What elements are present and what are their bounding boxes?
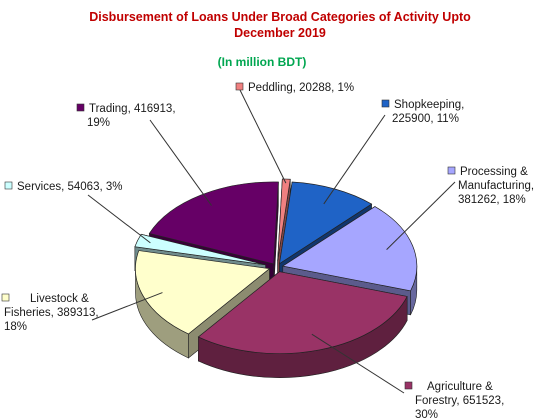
slice-label-line: Forestry, 651523, — [415, 395, 504, 407]
label-key-peddling — [235, 82, 244, 91]
leader-line-shopkeeping — [323, 114, 386, 205]
leader-line-agriculture-and-forestry — [311, 333, 405, 394]
slice-label-line: Livestock & — [30, 293, 89, 305]
slice-label-line: 381262, 18% — [458, 194, 526, 206]
slice-label-line: 225900, 11% — [392, 113, 459, 125]
slice-labels: Peddling, 20288, 1% Shopkeeping, 225900, 1… — [1, 82, 534, 420]
slice-trading — [148, 181, 279, 265]
label-key-agriculture-and-forestry — [404, 381, 413, 390]
slice-label-processing-and-manufacturing: Processing & Manufacturing, 381262, 18% — [458, 166, 534, 206]
slice-label-line: Fisheries, 389313, — [4, 307, 99, 319]
slice-livestock-and-fisheries — [135, 250, 271, 335]
slice-label-trading: Trading, 416913, 19% — [87, 103, 176, 129]
slice-label-line: Agriculture & — [427, 381, 493, 393]
slice-label-line: 30% — [415, 409, 438, 420]
slice-label-line: Shopkeeping, — [394, 99, 464, 111]
pie-top-layer — [134, 178, 418, 355]
slice-label-line: 19% — [87, 117, 110, 129]
slice-label-line: Processing & — [460, 166, 528, 178]
slice-label-peddling: Peddling, 20288, 1% — [248, 82, 354, 94]
label-key-services — [4, 181, 13, 190]
label-key-processing-and-manufacturing — [447, 166, 456, 175]
slice-agriculture-and-forestry — [197, 271, 408, 355]
leader-lines — [87, 89, 456, 394]
chart-title-line-1: Disbursement of Loans Under Broad Catego… — [89, 10, 471, 24]
chart-title-line-2: December 2019 — [234, 26, 326, 40]
chart-subtitle: (In million BDT) — [218, 55, 307, 69]
slice-label-line: 18% — [4, 321, 27, 333]
slice-processing-and-manufacturing — [281, 206, 418, 292]
slice-label-services: Services, 54063, 3% — [17, 181, 122, 193]
leader-line-trading — [149, 119, 212, 206]
slice-label-livestock-and-fisheries: Livestock & Fisheries, 389313, 18% — [4, 293, 99, 333]
label-key-livestock-and-fisheries — [1, 293, 10, 302]
leader-line-processing-and-manufacturing — [386, 181, 456, 251]
slice-label-agriculture-and-forestry: Agriculture & Forestry, 651523, 30% — [415, 381, 504, 420]
slice-shopkeeping — [279, 181, 373, 265]
slice-label-line: Manufacturing, — [458, 180, 534, 192]
label-key-trading — [76, 103, 85, 112]
slice-peddling — [277, 178, 291, 261]
leader-line-services — [87, 194, 151, 244]
slice-label-shopkeeping: Shopkeeping, 225900, 11% — [392, 99, 464, 125]
slice-label-line: Trading, 416913, — [89, 103, 176, 115]
slice-label-line: Peddling, 20288, 1% — [248, 82, 354, 94]
leader-line-peddling — [239, 89, 287, 184]
slice-services — [134, 233, 266, 266]
leader-line-livestock-and-fisheries — [91, 292, 163, 321]
slice-label-line: Services, 54063, 3% — [17, 181, 122, 193]
label-key-shopkeeping — [381, 99, 390, 108]
